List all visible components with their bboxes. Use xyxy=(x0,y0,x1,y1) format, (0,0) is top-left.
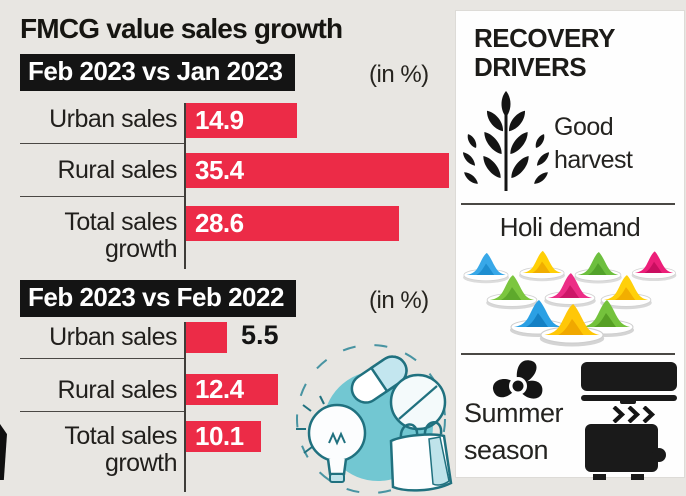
bar-value-total-1: 28.6 xyxy=(195,208,244,238)
wheat-icon xyxy=(462,91,550,191)
row-separator xyxy=(20,411,184,412)
holi-demand-label: Holi demand xyxy=(499,212,641,242)
lightbulb-icon xyxy=(296,395,367,483)
section1-unit-label: (in %) xyxy=(369,61,429,88)
bar-value-urban-1: 14.9 xyxy=(195,105,244,135)
bar-rural-1: 35.4 xyxy=(186,153,449,188)
bar-value-rural-1: 35.4 xyxy=(195,155,244,185)
row-label-urban-2: Urban sales xyxy=(49,323,177,351)
recovery-drivers-title: RECOVERY DRIVERS xyxy=(474,23,615,82)
row-label-total-1: Total sales growth xyxy=(64,208,177,263)
panel-divider xyxy=(461,203,675,205)
row-label-rural-1: Rural sales xyxy=(57,156,177,184)
ac-unit-icon xyxy=(581,362,677,404)
fmcg-illustration xyxy=(296,344,453,494)
chart-axis-line xyxy=(184,103,186,269)
bar-urban-2: 5.5 xyxy=(186,320,279,353)
chart-axis-line xyxy=(184,322,186,492)
row-separator xyxy=(20,196,184,197)
summer-season-label: Summer season xyxy=(464,398,564,465)
section2-period-badge: Feb 2023 vs Feb 2022 xyxy=(20,280,296,317)
recovery-drivers-panel: RECOVERY DRIVERS Good xyxy=(456,11,684,480)
air-cooler-icon xyxy=(585,424,666,480)
airflow-arrows-icon xyxy=(612,406,656,423)
page-title: FMCG value sales growth xyxy=(20,13,343,44)
section1-period-badge: Feb 2023 vs Jan 2023 xyxy=(20,54,295,91)
bar-total-1: 28.6 xyxy=(186,206,399,241)
row-label-total-2: Total sales growth xyxy=(64,422,177,477)
bar-value-rural-2: 12.4 xyxy=(195,374,244,404)
panel-divider xyxy=(461,353,675,355)
row-separator xyxy=(20,143,184,144)
bar-value-urban-2: 5.5 xyxy=(241,320,279,350)
fan-icon xyxy=(492,360,543,399)
bar-value-total-2: 10.1 xyxy=(195,421,244,451)
row-separator xyxy=(20,358,184,359)
row-label-rural-2: Rural sales xyxy=(57,376,177,404)
good-harvest-label: Good harvest xyxy=(554,113,633,174)
page-edge-artifact xyxy=(0,424,7,480)
bar-urban-1: 14.9 xyxy=(186,103,297,138)
bar-total-2: 10.1 xyxy=(186,421,261,452)
holi-powder-image xyxy=(463,250,677,347)
tablet-icon xyxy=(389,373,447,431)
section2-unit-label: (in %) xyxy=(369,287,429,314)
row-label-urban-1: Urban sales xyxy=(49,105,177,133)
bar-rural-2: 12.4 xyxy=(186,374,278,405)
shopping-bag-icon xyxy=(389,421,453,492)
